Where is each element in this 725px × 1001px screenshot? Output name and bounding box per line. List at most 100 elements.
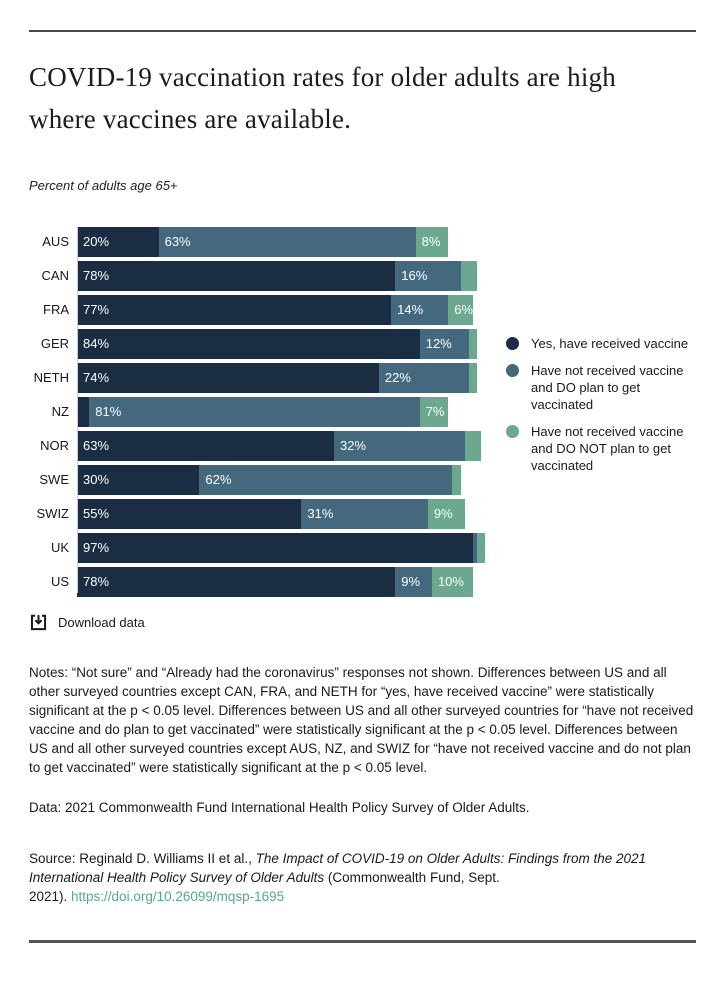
source-report-title: The Impact of COVID-19 on Older Adults: … <box>29 851 647 885</box>
country-label: NOR <box>40 438 69 453</box>
bar-track: 84% 12% <box>77 329 485 359</box>
bar-value-label: 78% <box>83 574 110 589</box>
bar-row-us: US 78% 9% 10% <box>29 567 696 597</box>
country-label: CAN <box>41 268 69 283</box>
source-doi-link[interactable]: https://doi.org/10.26099/mqsp-1695 <box>71 889 285 904</box>
download-icon <box>29 613 48 632</box>
bar-segment: 81% <box>89 397 420 427</box>
stacked-bar-chart: AUS 20% 63% 8% CAN 78% 16% FRA 77% 14% 6% GER 84% 12%… <box>29 227 696 597</box>
bar-segment: 74% <box>77 363 379 393</box>
bar-value-label: 7% <box>425 404 445 419</box>
data-source-text: Data: 2021 Commonwealth Fund Internation… <box>29 800 530 815</box>
bar-value-label: 8% <box>421 234 441 249</box>
legend-label: Yes, have received vaccine <box>531 336 689 351</box>
country-label: US <box>50 574 69 589</box>
bar-segment: 97% <box>77 533 473 563</box>
bar-segment: 8% <box>415 227 449 257</box>
bar-value-label: 9% <box>401 574 421 589</box>
bar-rows: AUS 20% 63% 8% CAN 78% 16% FRA 77% 14% 6% GER 84% 12%… <box>29 227 696 597</box>
bar-segment: 63% <box>77 431 335 461</box>
bar-value-label: 22% <box>384 370 411 385</box>
bar-segment: 62% <box>199 465 453 495</box>
bar-segment: 77% <box>77 295 392 325</box>
bar-track: 30% 62% <box>77 465 485 495</box>
bar-segment <box>476 533 485 563</box>
bar-value-label: 81% <box>95 404 122 419</box>
bar-row-fra: FRA 77% 14% 6% <box>29 295 696 325</box>
bar-segment: 14% <box>391 295 449 325</box>
legend-item: Yes, have received vaccine <box>506 335 696 352</box>
bar-segment: 10% <box>431 567 473 597</box>
bar-value-label: 10% <box>437 574 464 589</box>
bar-value-label: 97% <box>83 540 110 555</box>
bar-segment: 55% <box>77 499 302 529</box>
country-label: GER <box>40 336 69 351</box>
bar-value-label: 32% <box>340 438 367 453</box>
bar-segment <box>468 329 477 359</box>
bar-row-swiz: SWIZ 55% 31% 9% <box>29 499 696 529</box>
bar-segment <box>77 397 90 427</box>
bar-value-label: 77% <box>83 302 110 317</box>
country-label: NZ <box>51 404 69 419</box>
bar-track: 77% 14% 6% <box>77 295 485 325</box>
bar-row-neth: NETH 74% 22% <box>29 363 696 393</box>
bar-value-label: 63% <box>83 438 110 453</box>
legend-item: Have not received vaccine and DO NOT pla… <box>506 423 696 474</box>
bar-value-label: 14% <box>397 302 424 317</box>
bar-segment: 9% <box>395 567 432 597</box>
bar-value-label: 31% <box>307 506 334 521</box>
bar-row-ger: GER 84% 12% <box>29 329 696 359</box>
bar-value-label: 55% <box>83 506 110 521</box>
bar-value-label: 6% <box>454 302 474 317</box>
bar-track: 97% <box>77 533 485 563</box>
bottom-rule <box>29 940 696 943</box>
bar-value-label: 62% <box>205 472 232 487</box>
bar-segment: 32% <box>334 431 465 461</box>
page-title: COVID-19 vaccination rates for older adu… <box>29 62 616 134</box>
bar-segment: 30% <box>77 465 200 495</box>
bar-track: 78% 16% <box>77 261 485 291</box>
bar-value-label: 78% <box>83 268 110 283</box>
bar-row-nor: NOR 63% 32% <box>29 431 696 461</box>
bar-segment <box>464 431 481 461</box>
source-citation: Source: Reginald D. Williams II et al., … <box>29 849 674 906</box>
bar-row-uk: UK 97% <box>29 533 696 563</box>
legend-label: Have not received vaccine and DO NOT pla… <box>531 424 684 473</box>
download-label: Download data <box>58 615 145 630</box>
bar-track: 20% 63% 8% <box>77 227 485 257</box>
bar-value-label: 16% <box>401 268 428 283</box>
bar-row-nz: NZ 81% 7% <box>29 397 696 427</box>
bar-segment: 84% <box>77 329 420 359</box>
bar-segment: 63% <box>158 227 416 257</box>
bar-value-label: 74% <box>83 370 110 385</box>
bar-row-aus: AUS 20% 63% 8% <box>29 227 696 257</box>
legend-label: Have not received vaccine and DO plan to… <box>531 363 684 412</box>
bar-segment: 12% <box>419 329 469 359</box>
bar-row-swe: SWE 30% 62% <box>29 465 696 495</box>
country-label: FRA <box>43 302 69 317</box>
bar-segment: 20% <box>77 227 159 257</box>
bar-track: 63% 32% <box>77 431 485 461</box>
bar-track: 74% 22% <box>77 363 485 393</box>
bar-track: 81% 7% <box>77 397 485 427</box>
country-label: SWE <box>39 472 69 487</box>
bar-segment: 78% <box>77 261 396 291</box>
bar-value-label: 30% <box>83 472 110 487</box>
bar-value-label: 9% <box>433 506 453 521</box>
bar-row-can: CAN 78% 16% <box>29 261 696 291</box>
bar-segment: 16% <box>395 261 461 291</box>
bar-segment <box>468 363 477 393</box>
bar-track: 55% 31% 9% <box>77 499 485 529</box>
bar-value-label: 84% <box>83 336 110 351</box>
bar-segment <box>452 465 461 495</box>
country-label: AUS <box>42 234 69 249</box>
bar-segment: 9% <box>427 499 465 529</box>
country-label: UK <box>50 540 69 555</box>
bar-value-label: 20% <box>83 234 110 249</box>
source-suffix: (Commonwealth Fund, Sept. 2021). <box>29 870 500 904</box>
bar-segment: 7% <box>419 397 449 427</box>
notes-text: Notes: “Not sure” and “Already had the c… <box>29 665 694 775</box>
download-data-button[interactable]: Download data <box>29 613 145 632</box>
bar-track: 78% 9% 10% <box>77 567 485 597</box>
